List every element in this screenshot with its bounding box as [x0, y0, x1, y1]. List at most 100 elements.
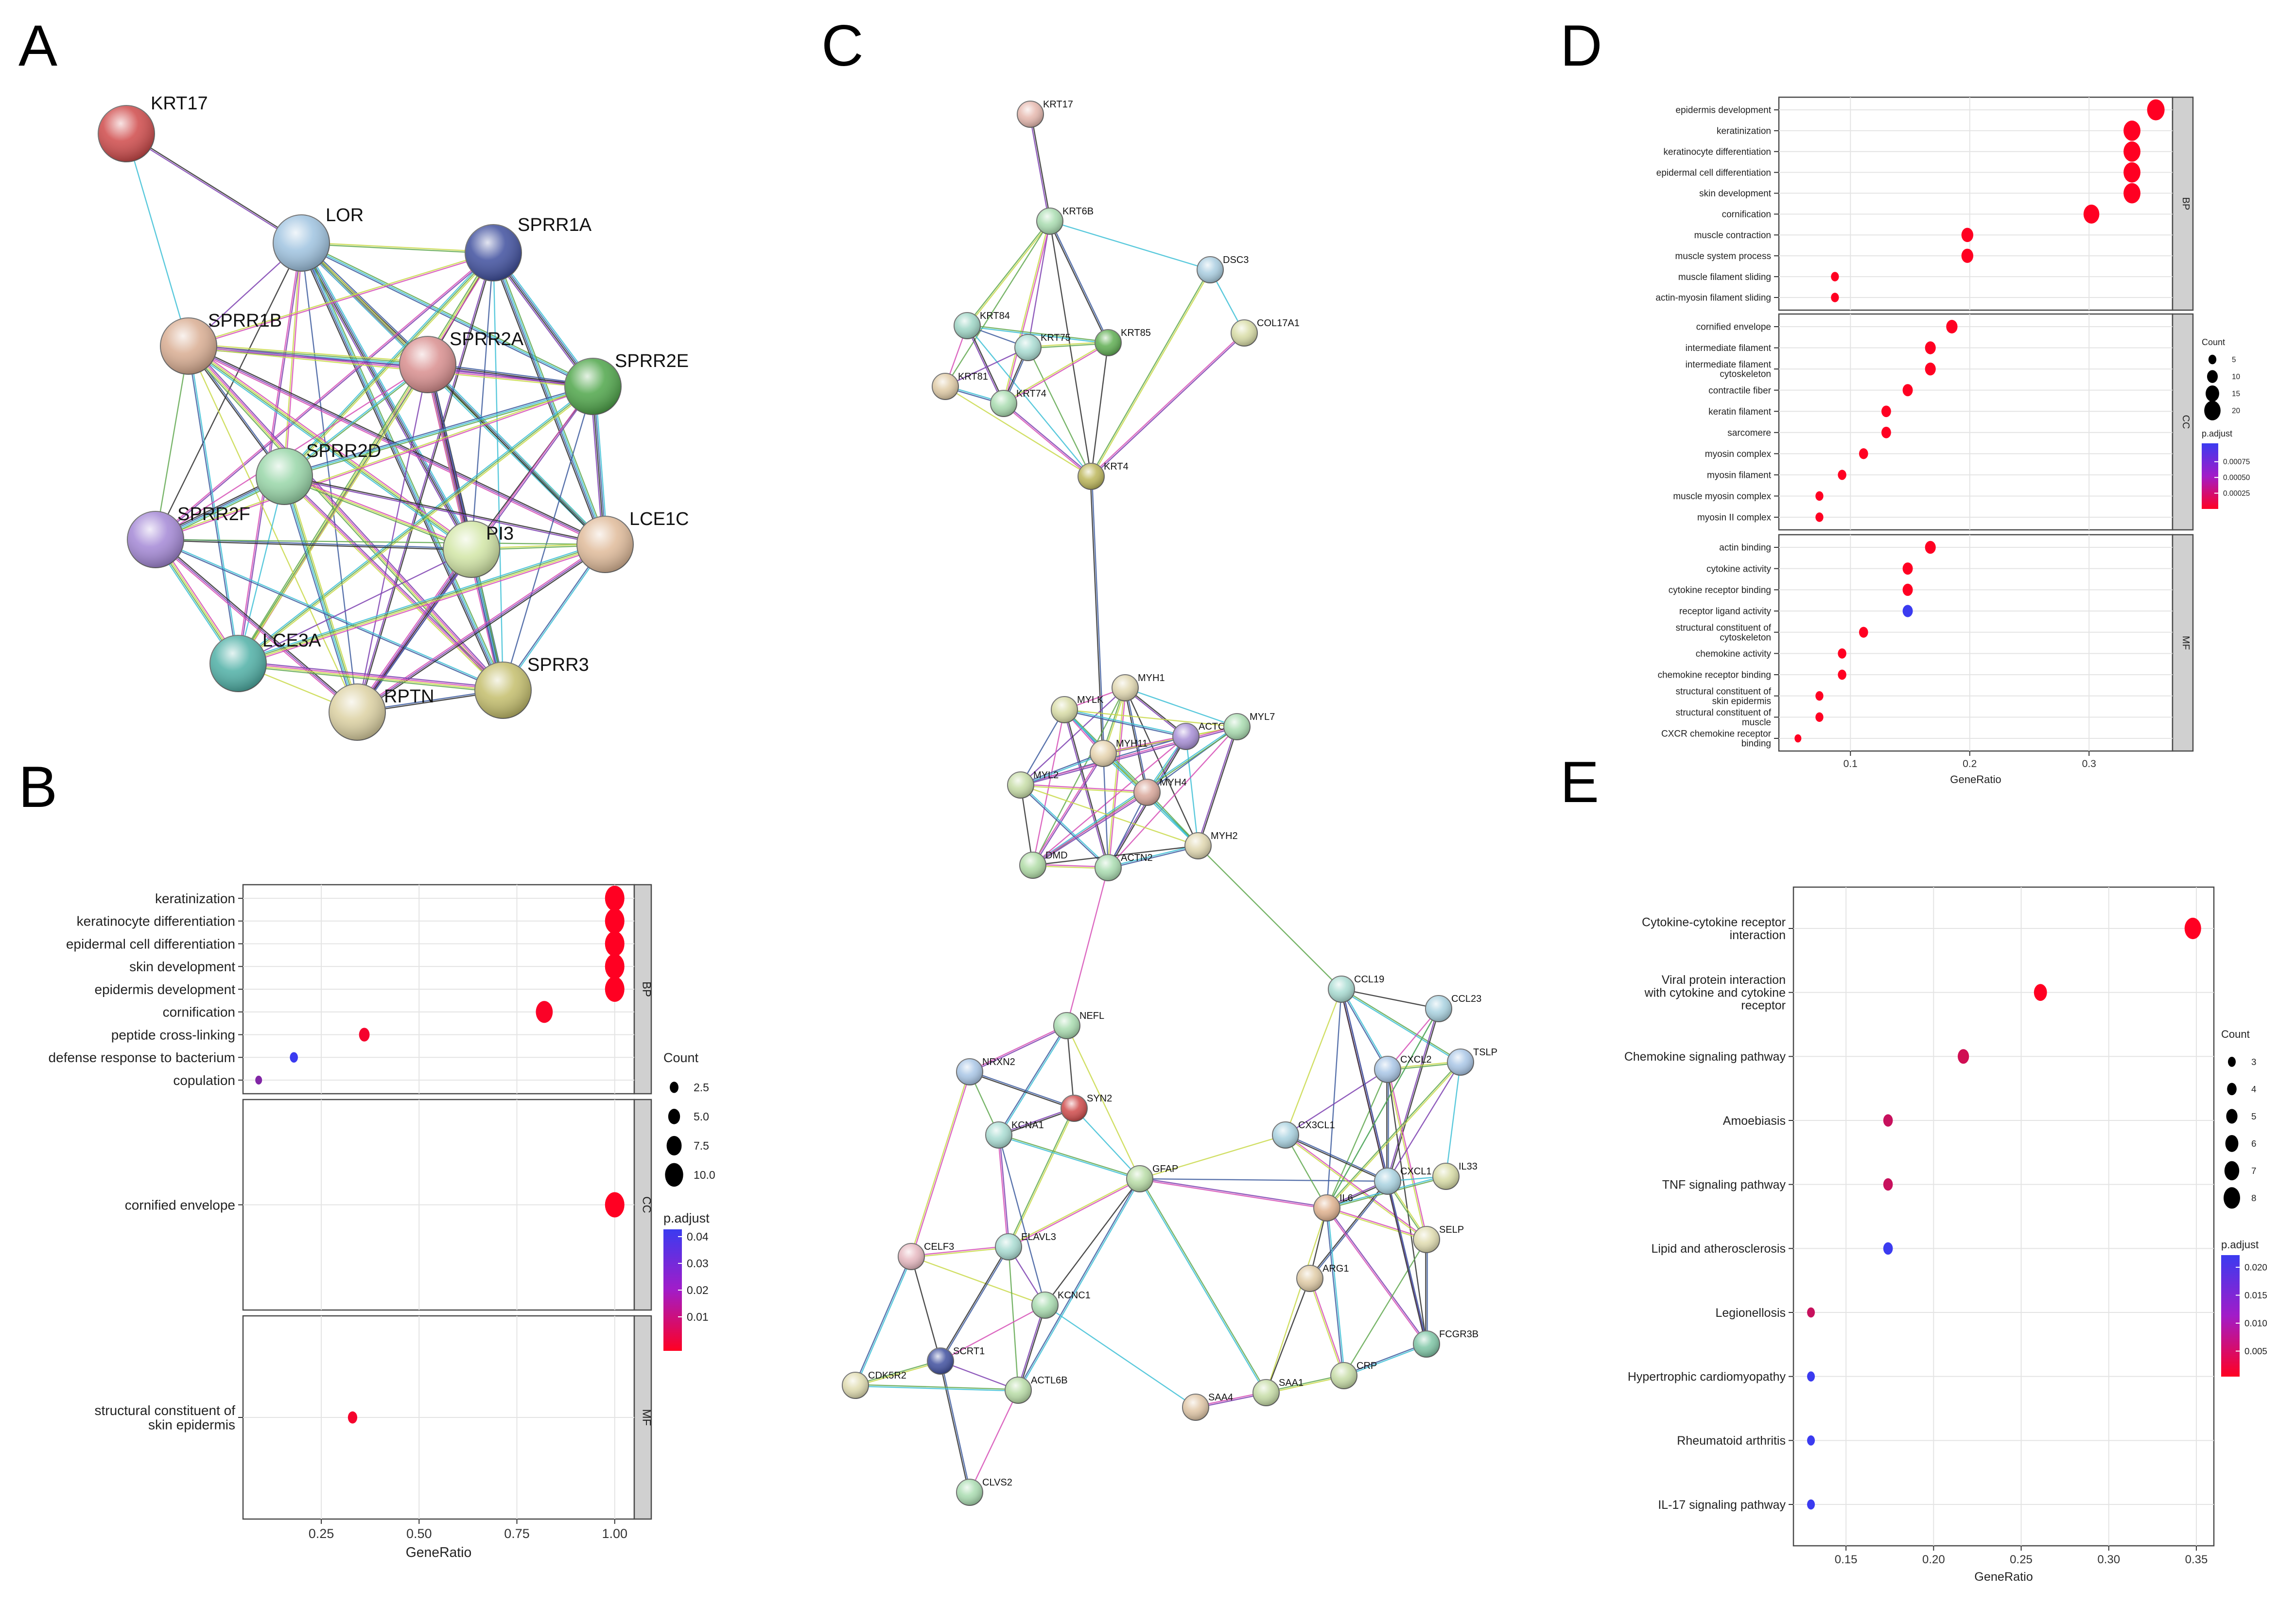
- network-edge: [1064, 710, 1186, 738]
- term-label: Rheumatoid arthritis: [1677, 1434, 1786, 1448]
- term-label: myosin complex: [1705, 449, 1772, 459]
- node-label: NEFL: [1079, 1011, 1104, 1021]
- node-gloss: [1112, 675, 1138, 701]
- node-gloss: [927, 1348, 954, 1374]
- node-label: SPRR2D: [306, 441, 381, 461]
- node-label: ACTC1: [1199, 721, 1231, 732]
- network-a: KRT17 LOR SPRR1A SPRR1B SPRR2A SPRR2E SPRR2D SP…: [98, 93, 689, 741]
- network-nodes: KRT17 KRT6B DSC3 COL17A1 KRT84 KRT75 KRT85 KRT8…: [842, 99, 1497, 1506]
- node-label: ACTN2: [1121, 853, 1153, 863]
- network-edge: [355, 547, 470, 711]
- data-point: [1807, 1435, 1815, 1446]
- node-gloss: [1197, 257, 1223, 283]
- network-edge: [1030, 114, 1051, 221]
- network-edge: [1020, 785, 1147, 794]
- network-edge: [1198, 845, 1342, 990]
- network-edge: [187, 346, 238, 664]
- network-edge: [855, 1385, 1018, 1392]
- count-legend-dot: [666, 1136, 682, 1155]
- network-edge: [155, 540, 503, 692]
- network-edge: [911, 1245, 1009, 1257]
- network-edge: [1091, 333, 1245, 478]
- facet-strip: [2172, 313, 2194, 531]
- term-label: Cytokine-cytokine receptor: [1642, 916, 1786, 929]
- network-edge: [237, 364, 428, 664]
- count-legend-label: 5: [2232, 356, 2236, 364]
- network-edge: [967, 221, 1051, 327]
- network-edge: [357, 544, 606, 713]
- node-gloss: [1231, 320, 1257, 346]
- network-edge: [302, 241, 430, 364]
- node-gloss: [1127, 1166, 1153, 1192]
- network-edge: [358, 550, 474, 714]
- data-point: [2123, 183, 2140, 204]
- node-gloss: [1051, 697, 1078, 723]
- term-label: epidermis development: [95, 982, 236, 997]
- node-label: ELAVL3: [1021, 1232, 1056, 1242]
- network-edge: [189, 346, 240, 664]
- facet-strip-label: CC: [2180, 415, 2191, 429]
- node-label: SPRR1B: [208, 311, 282, 331]
- node-gloss: [210, 635, 266, 692]
- dotplot-b: BP keratinization keratinocyte differentia…: [49, 884, 715, 1560]
- network-edge: [1027, 347, 1092, 477]
- node-label: MYH4: [1160, 777, 1187, 788]
- node-label: KRT17: [151, 93, 208, 114]
- node-gloss: [98, 105, 155, 162]
- node-gloss: [1017, 101, 1044, 127]
- node-gloss: [1272, 1122, 1299, 1148]
- count-legend-title: Count: [2221, 1028, 2250, 1040]
- network-edge: [1343, 1343, 1426, 1376]
- padjust-legend-label: 0.005: [2244, 1346, 2267, 1356]
- network-edge: [1066, 1025, 1075, 1109]
- network-edge: [284, 385, 593, 477]
- network-edge: [492, 252, 504, 691]
- data-point: [1807, 1307, 1815, 1318]
- node-gloss: [1426, 996, 1452, 1022]
- node-label: KRT81: [958, 371, 988, 382]
- data-point: [348, 1411, 358, 1424]
- network-edge: [238, 543, 605, 664]
- network-edge: [155, 251, 493, 540]
- network-edge: [189, 343, 428, 363]
- node-gloss: [1413, 1331, 1440, 1357]
- network-edge: [155, 346, 190, 540]
- network-edge: [1020, 785, 1108, 869]
- data-point: [605, 1192, 625, 1218]
- network-edge: [1044, 1305, 1196, 1408]
- network-edge: [1341, 989, 1428, 1344]
- term-label: Legionellosis: [1715, 1306, 1786, 1320]
- count-legend-dot: [2206, 385, 2219, 402]
- network-edge: [1197, 726, 1237, 846]
- network-edge: [1018, 1305, 1046, 1391]
- node-gloss: [1095, 855, 1121, 881]
- node-label: MYLK: [1077, 695, 1104, 705]
- network-edge: [940, 1360, 1019, 1391]
- node-gloss: [932, 373, 958, 400]
- network-edge: [1066, 867, 1109, 1026]
- node-gloss: [1374, 1056, 1401, 1083]
- count-legend-label: 8: [2251, 1193, 2256, 1203]
- node-label: MYL7: [1250, 712, 1275, 722]
- node-label: KRT17: [1043, 99, 1073, 110]
- node-gloss: [1095, 330, 1121, 356]
- node-label: SAA4: [1208, 1392, 1233, 1403]
- network-edge: [126, 132, 302, 243]
- network-edge: [285, 474, 505, 690]
- data-point: [1881, 426, 1891, 438]
- network-edge: [1008, 1246, 1019, 1391]
- data-point: [1815, 712, 1824, 722]
- node-label: SAA1: [1279, 1378, 1304, 1388]
- data-point: [2184, 917, 2201, 940]
- data-point: [1883, 1178, 1893, 1191]
- network-edge: [495, 251, 608, 544]
- network-edge: [1140, 1177, 1327, 1208]
- network-edge: [967, 324, 1109, 343]
- count-legend-dot: [668, 1109, 680, 1124]
- network-edge: [1009, 1179, 1141, 1248]
- node-label: KRT4: [1104, 461, 1129, 472]
- term-label: chemokine receptor binding: [1658, 670, 1771, 681]
- network-edge: [1004, 221, 1051, 404]
- network-edge: [966, 326, 1004, 404]
- network-edge: [1004, 343, 1109, 405]
